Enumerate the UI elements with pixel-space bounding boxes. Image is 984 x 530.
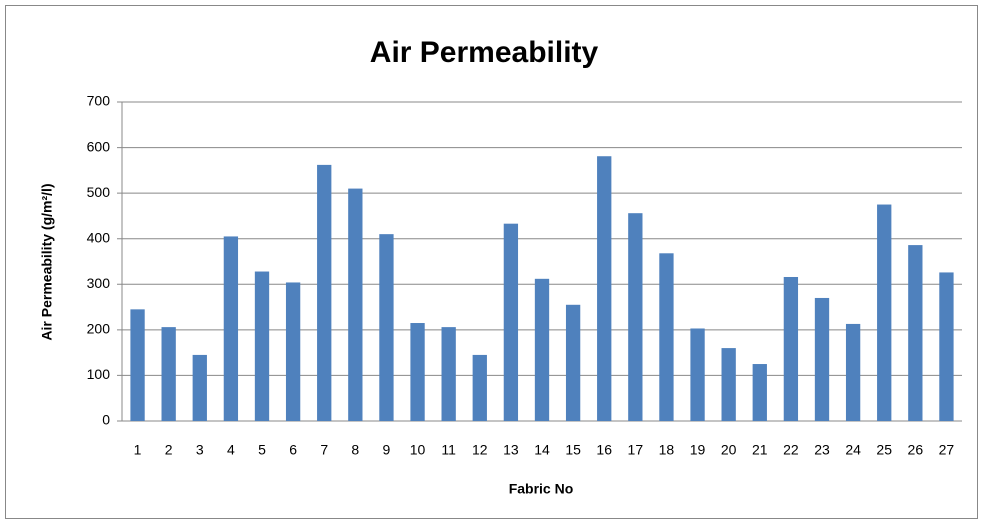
y-tick-label: 300	[87, 275, 111, 291]
x-tick-label: 12	[472, 442, 488, 458]
bar	[659, 253, 674, 421]
bar	[908, 245, 923, 421]
bar	[223, 236, 239, 421]
x-tick-label: 17	[628, 442, 644, 458]
x-axis-label: Fabric No	[509, 481, 574, 497]
x-tick-label: 5	[258, 442, 266, 458]
bar	[192, 354, 207, 421]
x-tick-label: 23	[814, 442, 830, 458]
bar	[161, 327, 176, 421]
x-tick-label: 9	[383, 442, 391, 458]
x-tick-label: 13	[503, 442, 519, 458]
x-tick-label: 25	[876, 442, 892, 458]
bar	[721, 348, 736, 421]
bar	[348, 188, 363, 421]
bar	[503, 223, 519, 421]
y-axis-label: Air Permeability (g/m²/l)	[39, 183, 55, 340]
x-tick-label: 7	[320, 442, 328, 458]
bar	[254, 271, 270, 421]
y-tick-label: 600	[87, 138, 111, 154]
bar	[939, 272, 954, 421]
x-tick-label: 26	[908, 442, 924, 458]
y-tick-label: 500	[87, 184, 111, 200]
bar	[690, 328, 705, 421]
bar	[534, 278, 550, 421]
y-tick-label: 0	[102, 412, 110, 428]
x-tick-label: 2	[165, 442, 173, 458]
x-tick-label: 3	[196, 442, 204, 458]
bar	[597, 156, 612, 422]
bar	[410, 323, 425, 421]
x-tick-label: 1	[134, 442, 142, 458]
y-tick-label: 400	[87, 229, 111, 245]
x-tick-label: 16	[596, 442, 612, 458]
x-tick-label: 4	[227, 442, 235, 458]
chart-title: Air Permeability	[370, 36, 599, 69]
bar	[441, 327, 456, 421]
y-tick-label: 100	[87, 366, 111, 382]
bar	[472, 354, 487, 421]
x-tick-label: 15	[565, 442, 581, 458]
x-tick-label: 22	[783, 442, 799, 458]
x-tick-label: 20	[721, 442, 737, 458]
bar	[565, 304, 581, 421]
bar	[130, 309, 145, 421]
x-tick-label: 27	[939, 442, 955, 458]
chart-border	[5, 5, 978, 519]
bar	[628, 213, 643, 421]
x-tick-label: 24	[845, 442, 861, 458]
x-tick-label: 6	[289, 442, 297, 458]
bar	[814, 297, 830, 421]
bar	[317, 164, 332, 422]
bar	[752, 364, 767, 421]
x-tick-label: 10	[410, 442, 426, 458]
bar	[783, 276, 799, 421]
y-tick-label: 200	[87, 321, 111, 337]
x-tick-label: 18	[659, 442, 675, 458]
bar	[285, 282, 301, 421]
y-tick-label: 700	[87, 93, 111, 109]
x-tick-label: 21	[752, 442, 768, 458]
x-tick-label: 19	[690, 442, 706, 458]
x-tick-label: 8	[351, 442, 359, 458]
bar	[379, 234, 394, 421]
x-tick-label: 14	[534, 442, 550, 458]
bar	[877, 204, 892, 421]
bar	[845, 323, 861, 421]
x-tick-label: 11	[441, 442, 456, 458]
